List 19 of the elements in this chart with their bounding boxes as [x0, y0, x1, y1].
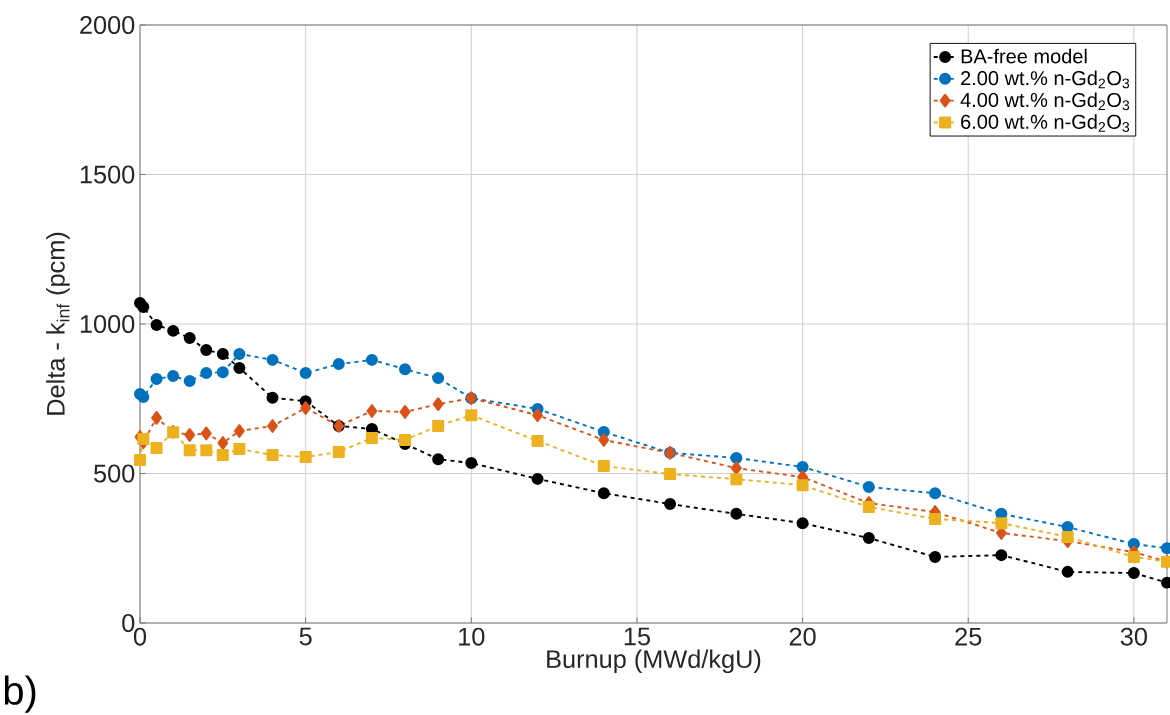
y-axis-title: Delta - k$_{inf}$ (pcm)	[46, 232, 70, 415]
legend-label: BA-free model	[961, 48, 1087, 64]
x-tick-label: 10	[459, 627, 485, 646]
x-tick-label: 0	[133, 627, 147, 646]
x-axis-title: Burnup (MWd/kgU)	[547, 649, 761, 674]
x-tick-label: 5	[299, 627, 312, 646]
y-tick-label: 500	[94, 464, 135, 483]
x-tick-label: 15	[624, 627, 650, 646]
legend-label: 4.00 wt.% n-Gd$_{2}$O$_{3}$	[960, 92, 1130, 111]
y-tick-label: 1500	[80, 165, 135, 184]
y-tick-label: 1000	[80, 315, 135, 333]
text: b)	[4, 675, 36, 713]
legend-label: 6.00 wt.% n-Gd$_{2}$O$_{3}$	[961, 114, 1130, 133]
y-tick-label: 2000	[80, 16, 135, 34]
y-tick-label: 0	[122, 614, 135, 632]
x-tick-label: 25	[955, 627, 982, 646]
legend-label: 2.00 wt.% n-Gd$_{2}$O$_{3}$	[961, 70, 1130, 89]
x-tick-label: 30	[1120, 627, 1147, 646]
x-tick-label: 20	[789, 627, 816, 646]
